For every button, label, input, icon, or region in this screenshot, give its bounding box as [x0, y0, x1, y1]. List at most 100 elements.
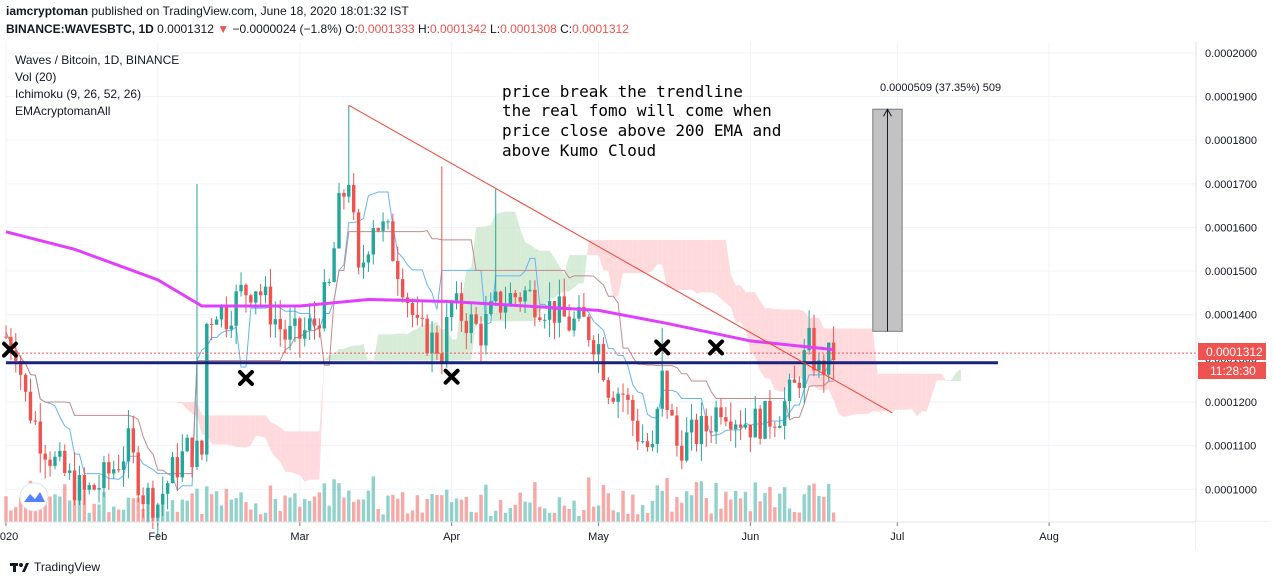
candles [4, 105, 836, 538]
candle-body [709, 431, 713, 433]
candle-body [131, 428, 136, 453]
candle-body [112, 469, 116, 474]
candle-body [165, 483, 170, 494]
cloud-segment [280, 427, 286, 472]
cloud-segment [451, 339, 457, 361]
volume-bar [268, 485, 273, 522]
candle-body [288, 325, 292, 340]
tradingview-logo-icon [10, 563, 29, 572]
y-tick-label: 0.0001000 [1205, 484, 1257, 496]
cloud-segment [652, 239, 658, 271]
price-badge-bg [1198, 343, 1266, 360]
cloud-segment [231, 415, 237, 448]
x-tick-label: 2020 [0, 531, 18, 543]
candle-body [121, 461, 126, 470]
cloud-segment [466, 267, 472, 361]
cloud-segment [862, 328, 868, 415]
volume-bar [523, 501, 527, 522]
candle-body [254, 291, 258, 303]
author-name[interactable]: iamcryptoman [6, 4, 89, 18]
y-tick-label: 0.0001500 [1205, 266, 1257, 278]
axes: 0.00010000.00011000.00012000.00013000.00… [0, 42, 1272, 550]
candle-body [807, 327, 811, 351]
volume-bar [684, 491, 689, 522]
candle-body [18, 360, 23, 375]
ema-line [5, 230, 834, 352]
cloud-segment [578, 255, 584, 284]
volume-bar [631, 494, 635, 522]
candle-body [817, 360, 821, 371]
volume-bar [18, 497, 23, 522]
candle-body [479, 323, 483, 346]
cloud-segment [569, 255, 575, 292]
cloud-segment [667, 239, 673, 288]
candle-body [454, 293, 459, 303]
candle-body [591, 340, 596, 355]
candle-body [577, 306, 581, 319]
footer-brand[interactable]: TradingView [34, 560, 101, 574]
volume-bar [817, 495, 821, 522]
volume-bar [224, 488, 229, 522]
cloud-segment [270, 421, 276, 458]
cloud-segment [711, 239, 717, 295]
symbol-name: BINANCE:WAVESBTC, 1D [6, 22, 154, 36]
volume-bar [503, 512, 508, 522]
candle-body [655, 408, 660, 444]
candle-body [396, 260, 400, 280]
volume-bar [542, 508, 547, 522]
candle-body [28, 391, 33, 421]
volume-bar [587, 477, 591, 522]
price-change: −0.0000024 (−1.8%) [232, 22, 342, 36]
high-label: H: [417, 22, 430, 36]
cloud-segment [951, 372, 957, 381]
volume-bar [381, 514, 385, 522]
cloud-segment [392, 333, 398, 361]
drawings[interactable] [2, 104, 1196, 414]
volume-bar [601, 484, 606, 522]
candle-body [748, 424, 753, 438]
volume-bar [489, 515, 493, 522]
candle-body [356, 212, 361, 268]
cloud-segment [583, 239, 589, 284]
candle-body [273, 319, 278, 325]
cloud-segment [260, 415, 266, 438]
volume-bar [445, 489, 449, 522]
cloud-segment [882, 373, 888, 412]
cloud-segment [701, 239, 707, 293]
volume-bar [312, 496, 317, 522]
cloud-segment [378, 334, 384, 361]
publish-text: published on TradingView.com, June 18, 2… [91, 4, 409, 18]
volume-bar [650, 500, 655, 522]
candle-body [185, 437, 189, 452]
candle-body [278, 319, 282, 330]
volume-bar [459, 499, 464, 522]
volume-bar [724, 491, 728, 522]
volume-bar [787, 508, 792, 522]
candle-body [63, 450, 67, 473]
cloud-segment [334, 348, 340, 361]
candle-body [636, 420, 640, 442]
candle-body [562, 296, 566, 317]
footer: TradingView [10, 560, 100, 574]
y-tick-label: 0.0001400 [1205, 310, 1257, 322]
candle-body [503, 305, 508, 313]
cloud-segment [716, 239, 721, 299]
candle-body [773, 426, 777, 428]
candle-body [753, 408, 757, 438]
cloud-segment [750, 292, 756, 358]
volume-bar [562, 505, 566, 522]
open-label: O: [345, 22, 358, 36]
volume-bar [778, 493, 782, 522]
cloud-segment [833, 328, 839, 414]
candle-body [665, 370, 669, 411]
candle-body [312, 318, 317, 326]
volume-bar [538, 506, 542, 522]
candle-body [538, 317, 542, 321]
volume-bar [327, 505, 331, 522]
y-tick-label: 0.0001100 [1205, 441, 1256, 453]
candle-body [493, 291, 498, 302]
volume-bar [714, 482, 718, 522]
volume-bar [454, 498, 459, 522]
cloud-segment [921, 373, 927, 412]
